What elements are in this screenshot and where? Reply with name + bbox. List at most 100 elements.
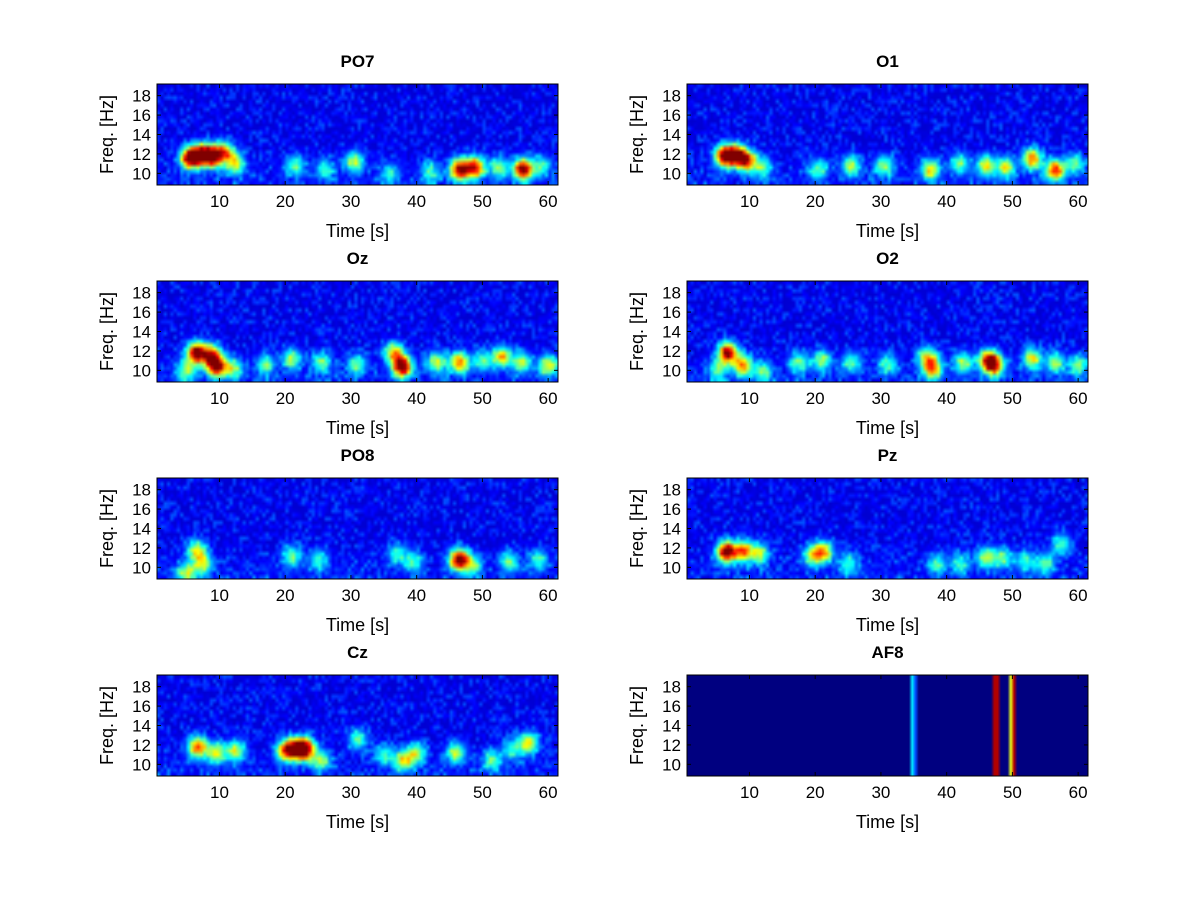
y-axis-label: Freq. [Hz] [627,95,647,174]
x-tick-label: 30 [341,586,360,605]
x-tick-label: 50 [473,389,492,408]
panel-title: O2 [876,249,899,268]
x-tick-label: 20 [276,783,295,802]
y-tick-label: 18 [662,87,681,106]
x-tick-label: 60 [539,783,558,802]
panel-title: Oz [347,249,369,268]
x-tick-label: 20 [806,389,825,408]
y-tick-label: 12 [132,539,151,558]
x-tick-label: 30 [341,389,360,408]
y-tick-label: 10 [662,361,681,380]
y-tick-label: 14 [132,126,151,145]
x-tick-label: 40 [407,586,426,605]
x-tick-label: 40 [937,389,956,408]
x-tick-label: 30 [871,586,890,605]
x-tick-label: 60 [539,586,558,605]
x-tick-label: 50 [1003,192,1022,211]
x-tick-label: 30 [341,783,360,802]
y-tick-label: 14 [132,323,151,342]
x-tick-label: 60 [1069,389,1088,408]
spectrogram-cz [157,675,558,776]
x-tick-label: 10 [210,586,229,605]
y-tick-label: 18 [662,481,681,500]
y-tick-label: 16 [662,106,681,125]
y-axis-label: Freq. [Hz] [627,489,647,568]
spectrogram-po7 [157,84,558,185]
y-tick-label: 16 [662,303,681,322]
x-axis-label: Time [s] [326,812,389,832]
x-tick-label: 60 [1069,192,1088,211]
spectrogram-o2 [687,281,1088,382]
x-tick-label: 50 [1003,783,1022,802]
x-tick-label: 30 [871,783,890,802]
y-tick-label: 14 [132,717,151,736]
y-tick-label: 10 [132,558,151,577]
x-tick-label: 50 [473,192,492,211]
x-axis-label: Time [s] [326,615,389,635]
panel-title: O1 [876,52,899,71]
y-tick-label: 14 [662,520,681,539]
x-tick-label: 30 [871,389,890,408]
panel-title: PO8 [340,446,374,465]
y-tick-label: 10 [662,755,681,774]
y-tick-label: 14 [662,323,681,342]
x-tick-label: 10 [210,783,229,802]
x-tick-label: 50 [1003,586,1022,605]
y-tick-label: 14 [662,126,681,145]
spectrogram-po8 [157,478,558,579]
y-tick-label: 18 [132,481,151,500]
x-tick-label: 10 [740,192,759,211]
x-tick-label: 10 [210,389,229,408]
y-axis-label: Freq. [Hz] [627,686,647,765]
x-tick-label: 40 [407,389,426,408]
y-tick-label: 16 [132,106,151,125]
y-tick-label: 10 [662,164,681,183]
y-tick-label: 18 [662,678,681,697]
y-tick-label: 12 [662,736,681,755]
y-axis-label: Freq. [Hz] [97,292,117,371]
y-tick-label: 14 [662,717,681,736]
spectrogram-o1 [687,84,1088,185]
y-tick-label: 10 [132,755,151,774]
y-tick-label: 12 [662,342,681,361]
y-tick-label: 10 [132,164,151,183]
y-tick-label: 18 [662,284,681,303]
y-tick-label: 12 [132,736,151,755]
y-tick-label: 16 [662,697,681,716]
y-tick-label: 12 [662,539,681,558]
y-tick-label: 18 [132,678,151,697]
x-tick-label: 40 [407,783,426,802]
x-axis-label: Time [s] [326,221,389,241]
y-tick-label: 10 [662,558,681,577]
x-tick-label: 10 [740,389,759,408]
y-axis-label: Freq. [Hz] [97,95,117,174]
y-tick-label: 10 [132,361,151,380]
y-tick-label: 12 [662,145,681,164]
y-tick-label: 14 [132,520,151,539]
spectrogram-af8 [687,675,1088,776]
y-tick-label: 16 [132,697,151,716]
spectrogram-oz [157,281,558,382]
panel-title: PO7 [340,52,374,71]
panel-title: Pz [878,446,898,465]
spectrogram-pz [687,478,1088,579]
x-tick-label: 40 [407,192,426,211]
x-tick-label: 10 [210,192,229,211]
y-tick-label: 16 [132,500,151,519]
panel-title: Cz [347,643,368,662]
x-axis-label: Time [s] [856,221,919,241]
x-axis-label: Time [s] [326,418,389,438]
x-tick-label: 60 [539,389,558,408]
x-tick-label: 20 [806,192,825,211]
x-tick-label: 20 [806,586,825,605]
x-tick-label: 40 [937,586,956,605]
x-tick-label: 50 [473,783,492,802]
y-tick-label: 12 [132,145,151,164]
